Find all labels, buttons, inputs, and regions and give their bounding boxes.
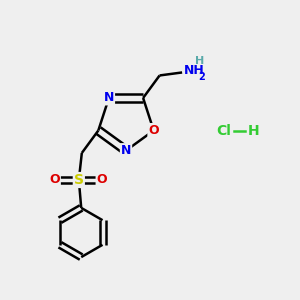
Text: O: O [50,173,60,187]
Text: H: H [248,124,259,137]
Text: O: O [96,173,107,187]
Text: S: S [74,173,84,187]
Text: N: N [104,92,114,104]
Text: Cl: Cl [216,124,231,137]
Text: O: O [148,124,159,137]
Text: N: N [121,144,131,157]
Text: 2: 2 [199,72,206,82]
Text: NH: NH [184,64,204,77]
Text: H: H [196,56,205,66]
